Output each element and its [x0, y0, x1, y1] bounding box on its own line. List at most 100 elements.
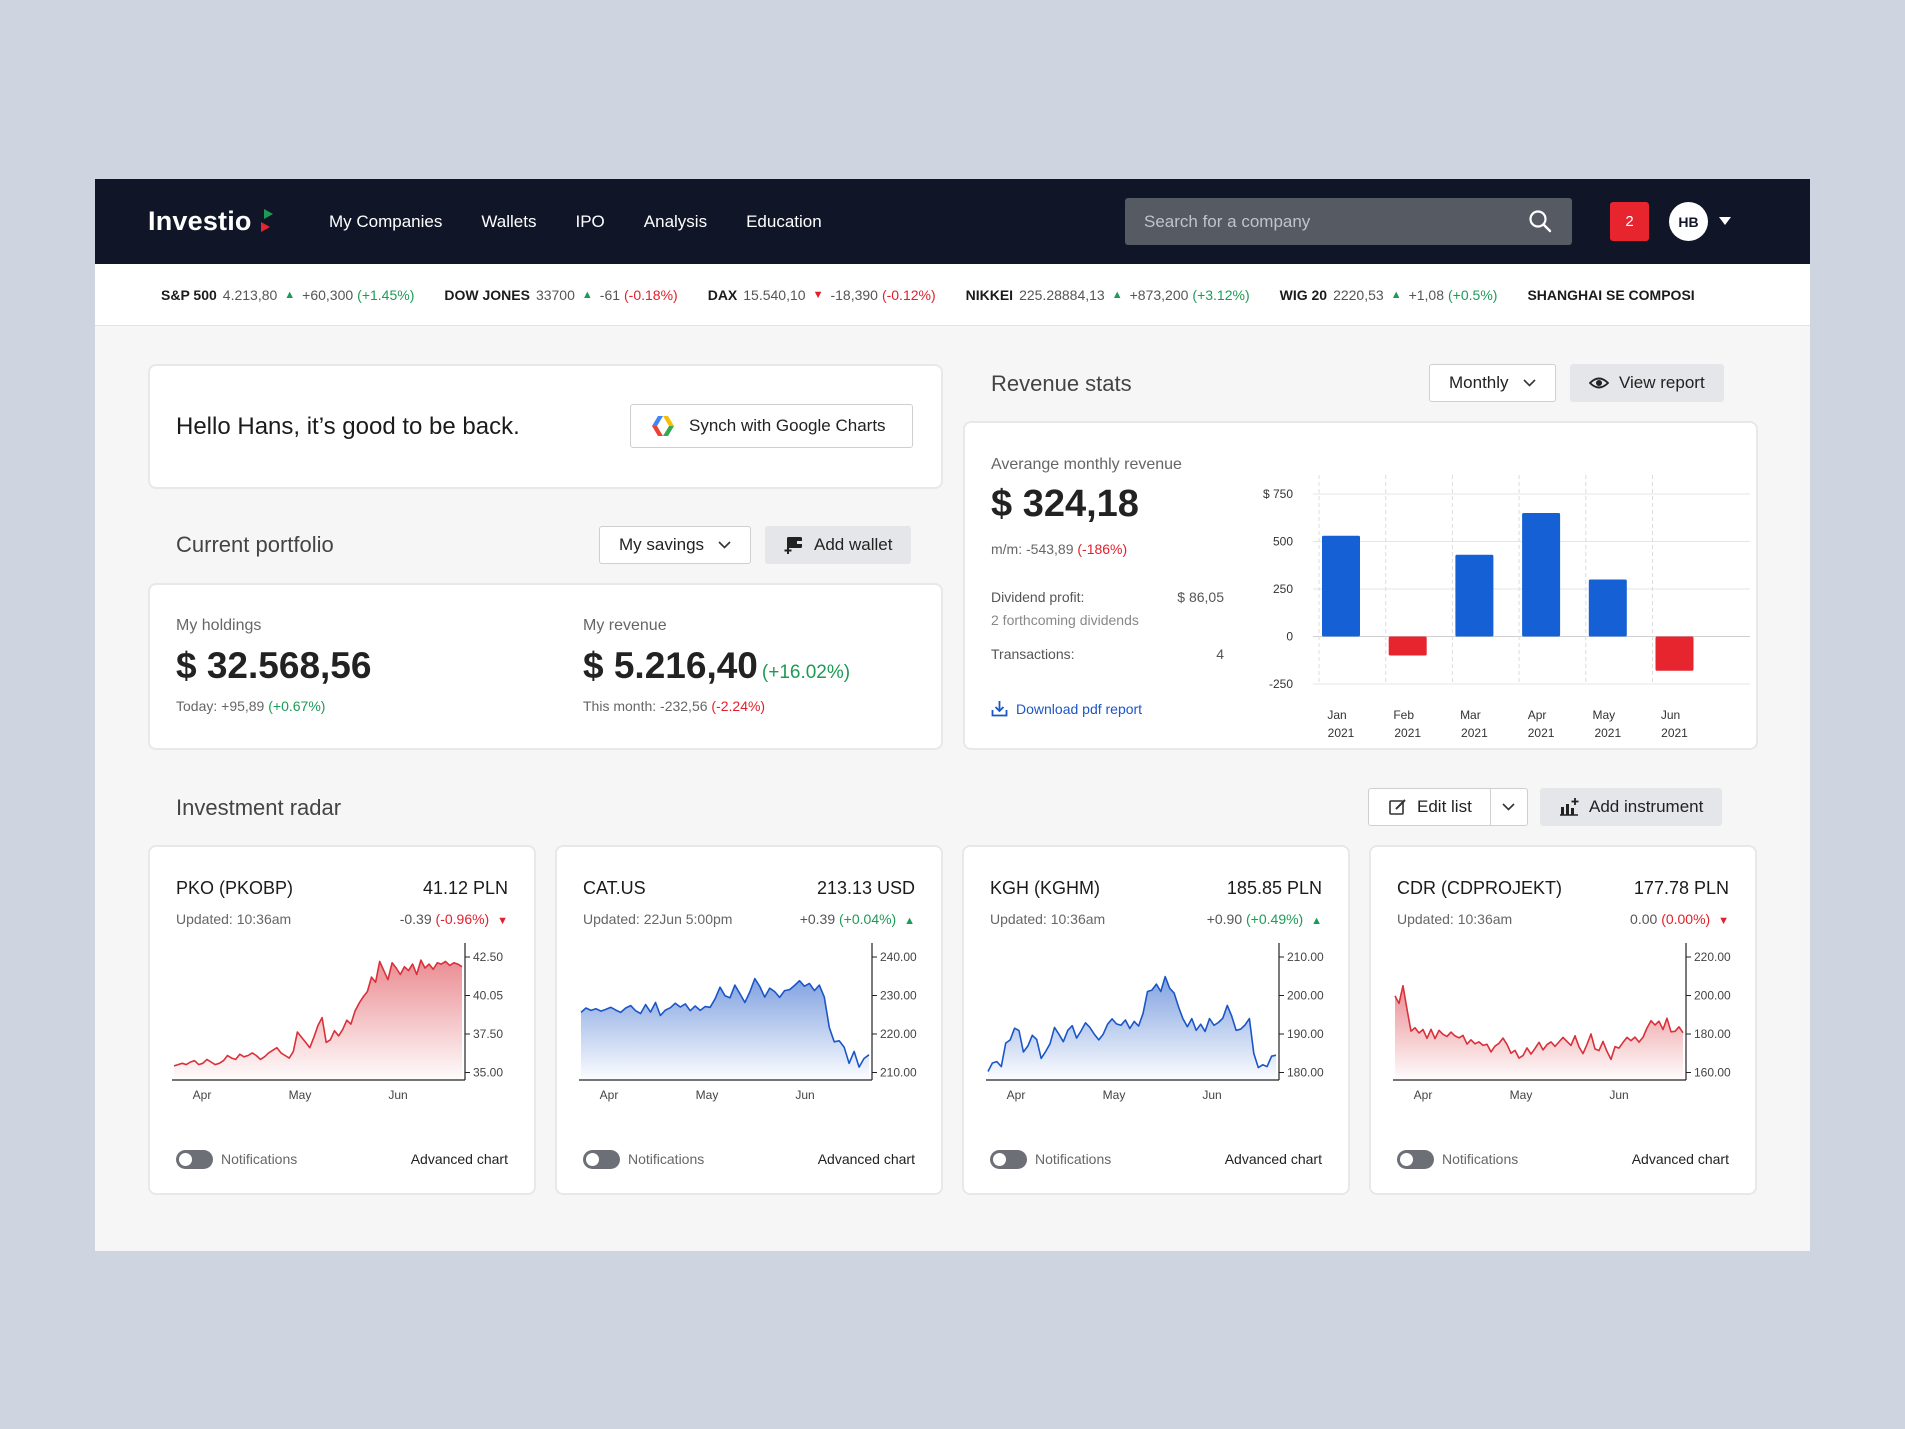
logo[interactable]: Investio	[148, 203, 274, 239]
y-tick-label: 180.00	[1694, 1027, 1731, 1041]
period-select[interactable]: Monthly	[1429, 364, 1556, 402]
ticker-pct: (+1.45%)	[357, 286, 415, 303]
price-line	[173, 959, 463, 1067]
ticker-name: S&P 500	[161, 286, 217, 303]
caret-down-icon[interactable]	[1719, 217, 1731, 226]
search-box	[1125, 198, 1572, 245]
instrument-price-chart: 220.00 200.00 180.00 160.00 Apr May Jun	[1393, 943, 1731, 1102]
avg-revenue-mm: m/m: -543,89 (-186%)	[991, 541, 1127, 557]
y-tick-label: 500	[1273, 535, 1293, 549]
arrow-down-icon: ▼	[497, 915, 508, 927]
logo-text: Investio	[148, 205, 252, 236]
download-pdf-link[interactable]: Download pdf report	[991, 700, 1142, 717]
notifications-label: Notifications	[1442, 1151, 1519, 1167]
sync-button-label: Synch with Google Charts	[689, 416, 886, 435]
portfolio-card: My holdings $ 32.568,56 Today: +95,89 (+…	[148, 583, 943, 750]
x-tick-label: Apr	[1414, 1088, 1433, 1102]
search-icon[interactable]	[1528, 209, 1552, 233]
ticker-item[interactable]: DAX 15.540,10 ▼ -18,390 (-0.12%)	[708, 287, 936, 303]
notifications-toggle[interactable]	[176, 1150, 213, 1169]
ticker-item[interactable]: WIG 20 2220,53 ▲ +1,08 (+0.5%)	[1280, 287, 1498, 303]
x-tick-label: Jun	[795, 1088, 814, 1102]
instrument-price-chart: 42.50 40.05 37.50 35.00 Apr May Jun	[172, 943, 503, 1102]
y-tick-label: 35.00	[473, 1066, 503, 1080]
arrow-down-icon: ▼	[1718, 915, 1729, 927]
instrument-name: PKO (PKOBP)	[176, 878, 294, 898]
nav-education[interactable]: Education	[746, 211, 822, 231]
ticker-name: DOW JONES	[444, 286, 530, 303]
x-tick-label-year: 2021	[1594, 726, 1621, 739]
avatar[interactable]: HB	[1669, 202, 1708, 241]
edit-list-button[interactable]: Edit list	[1369, 789, 1491, 825]
ticker-item[interactable]: S&P 500 4.213,80 ▲ +60,300 (+1.45%)	[161, 287, 414, 303]
period-select-label: Monthly	[1449, 373, 1509, 392]
add-instrument-button[interactable]: Add instrument	[1540, 788, 1723, 826]
nav-ipo[interactable]: IPO	[575, 211, 605, 231]
instrument-card[interactable]: CDR (CDPROJEKT) 177.78 PLN Updated: 10:36a…	[1369, 845, 1757, 1195]
savings-select[interactable]: My savings	[599, 526, 752, 564]
instrument-card[interactable]: PKO (PKOBP) 41.12 PLN Updated: 10:36am -0.3…	[148, 845, 536, 1195]
ticker-value: 2220,53	[1333, 286, 1384, 303]
advanced-chart-link[interactable]: Advanced chart	[410, 1151, 508, 1167]
ticker-change: +60,300	[302, 286, 354, 303]
ticker-item[interactable]: NIKKEI 225.28884,13 ▲ +873,200 (+3.12%)	[966, 287, 1250, 303]
instrument-change-pct: (-0.96%)	[435, 911, 490, 927]
instrument-change: -0.39 (-0.96%) ▼	[400, 911, 508, 927]
search-input[interactable]	[1125, 198, 1515, 245]
arrow-down-icon: ▼	[812, 288, 824, 301]
add-wallet-button[interactable]: Add wallet	[765, 526, 912, 564]
ticker-change: +1,08	[1408, 286, 1445, 303]
add-instrument-label: Add instrument	[1589, 797, 1704, 816]
x-tick-label: Jun	[1202, 1088, 1221, 1102]
x-tick-label: May	[696, 1088, 719, 1102]
notifications-toggle[interactable]	[1397, 1150, 1434, 1169]
ticker-value: 33700	[535, 286, 575, 303]
instrument-card[interactable]: CAT.US 213.13 USD Updated: 22Jun 5:00pm +0.…	[555, 845, 943, 1195]
dividend-label: Dividend profit:	[991, 589, 1085, 605]
instrument-change-pct: (+0.49%)	[1246, 911, 1304, 927]
edit-list-dropdown[interactable]	[1491, 789, 1527, 825]
dividend-row: Dividend profit: $ 86,05	[991, 589, 1224, 605]
price-area	[174, 960, 462, 1079]
price-area	[988, 976, 1276, 1079]
arrow-up-icon: ▲	[1390, 288, 1402, 301]
ticker-pct: (-0.18%)	[624, 286, 678, 303]
y-tick-label: 0	[1286, 630, 1293, 644]
ticker-name: SHANGHAI SE COMPOSI	[1527, 286, 1695, 303]
sync-google-charts-button[interactable]: Synch with Google Charts	[630, 404, 913, 448]
instrument-card[interactable]: KGH (KGHM) 185.85 PLN Updated: 10:36am +0.9…	[962, 845, 1350, 1195]
ticker-item[interactable]: SHANGHAI SE COMPOSI	[1527, 287, 1711, 303]
advanced-chart-link[interactable]: Advanced chart	[1224, 1151, 1322, 1167]
x-tick-label-year: 2021	[1328, 726, 1355, 739]
arrow-up-icon: ▲	[1311, 915, 1322, 927]
y-tick-label: $ 750	[1263, 487, 1293, 501]
notifications-toggle[interactable]	[990, 1150, 1027, 1169]
x-tick-label-year: 2021	[1461, 726, 1488, 739]
x-tick-label-month: Feb	[1393, 708, 1414, 722]
view-report-button[interactable]: View report	[1570, 364, 1724, 402]
instrument-updated: Updated: 10:36am	[1397, 911, 1513, 927]
advanced-chart-link[interactable]: Advanced chart	[817, 1151, 915, 1167]
holdings-label: My holdings	[176, 617, 262, 634]
advanced-chart-link[interactable]: Advanced chart	[1631, 1151, 1729, 1167]
notifications-toggle[interactable]	[583, 1150, 620, 1169]
nav-my-companies[interactable]: My Companies	[329, 211, 443, 231]
nav-wallets[interactable]: Wallets	[481, 211, 537, 231]
view-report-label: View report	[1619, 373, 1705, 392]
notifications-badge[interactable]: 2	[1610, 202, 1649, 241]
instrument-price: 213.13 USD	[816, 878, 915, 898]
instrument-price-chart: 240.00 230.00 220.00 210.00 Apr May Jun	[579, 943, 917, 1102]
forthcoming-dividends: 2 forthcoming dividends	[991, 612, 1139, 628]
chart-add-icon	[1560, 798, 1579, 816]
y-tick-label: 230.00	[880, 989, 917, 1003]
x-tick-label: May	[1103, 1088, 1126, 1102]
y-tick-label: 200.00	[1694, 989, 1731, 1003]
instrument-updated: Updated: 10:36am	[176, 911, 292, 927]
instrument-change-value: +0.90	[1206, 911, 1243, 927]
ticker-item[interactable]: DOW JONES 33700 ▲ -61 (-0.18%)	[444, 287, 677, 303]
nav-analysis[interactable]: Analysis	[643, 211, 708, 231]
instrument-updated: Updated: 22Jun 5:00pm	[583, 911, 733, 927]
y-tick-label: 200.00	[1287, 989, 1324, 1003]
x-tick-label: Jun	[388, 1088, 407, 1102]
instrument-change: 0.00 (0.00%) ▼	[1630, 911, 1729, 927]
